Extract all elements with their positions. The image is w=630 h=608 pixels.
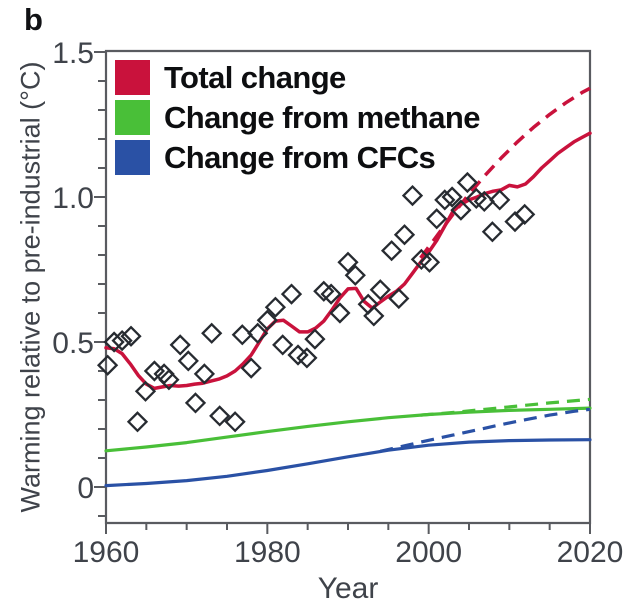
diamond-marker [434,189,456,211]
diamond-marker [426,208,448,230]
y-axis-title: Warming relative to pre-industrial (°C) [15,61,46,513]
diamond-marker [134,380,157,402]
methane-swatch-icon [115,99,150,135]
diamond-marker [256,309,278,331]
diamond-marker [272,334,294,356]
diamond-marker [514,203,536,226]
diamond-marker [418,251,441,273]
diamond-marker [193,363,216,385]
x-axis-ticks [105,523,591,534]
y-tick-labels: 0 0.5 1.0 1.5 [52,37,94,505]
diamond-marker [380,240,403,262]
diamond-marker [201,322,223,344]
legend-label-cfcs: Change from CFCs [164,139,436,175]
diamond-marker [304,328,326,350]
y-tick-label: 0.5 [52,327,94,360]
diamond-marker [103,331,125,353]
diamond-marker [126,411,149,433]
diamond-marker [313,280,335,302]
diamond-marker [329,302,351,324]
legend: Total change Change from methane Change … [115,57,480,177]
cfcs-swatch-icon [115,139,150,175]
legend-row-total-change: Total change [115,57,480,97]
diamond-marker [231,324,253,346]
diamond-marker [344,264,366,286]
diamond-marker [456,171,479,194]
diamond-marker [296,347,318,369]
observation-diamonds [96,171,536,433]
legend-label-methane: Change from methane [164,99,480,135]
diamond-marker [177,350,199,372]
diamond-marker [369,279,391,301]
diamond-marker [441,186,463,208]
x-axis-title: Year [317,572,379,605]
series-line-cfc-solid [104,438,592,488]
series-line-total-solid [104,131,592,391]
x-tick-label: 1960 [73,536,140,569]
legend-label-total-change: Total change [164,59,346,95]
diamond-marker [158,369,180,391]
diamond-marker [247,322,269,344]
diamond-marker [363,305,385,327]
series-line-total-dashed [419,86,591,259]
x-tick-label: 1980 [234,536,301,569]
diamond-marker [401,184,424,207]
diamond-marker [393,224,416,246]
diamond-marker [96,354,119,376]
series-line-methane-dashed [420,397,591,417]
y-axis-ticks [94,51,106,517]
diamond-marker [320,283,342,305]
diamond-marker [280,283,303,305]
diamond-marker [489,189,511,211]
diamond-marker [224,411,246,433]
diamond-marker [184,392,207,414]
x-tick-label: 2020 [557,536,624,569]
legend-row-cfcs: Change from CFCs [115,137,480,177]
y-tick-label: 1.5 [52,37,94,70]
diamond-marker [240,357,262,379]
diamond-marker [473,190,495,213]
diamond-marker [481,221,504,243]
total-change-swatch-icon [115,59,150,95]
diamond-marker [169,334,191,356]
diamond-marker [264,296,287,318]
series-line-cfc-dashed [379,407,591,453]
diamond-marker [450,199,472,221]
y-tick-label: 0 [77,472,94,505]
series-line-methane-solid [104,406,592,453]
x-tick-label: 2000 [395,536,462,569]
diamond-marker [111,329,133,352]
diamond-marker [388,287,410,310]
legend-row-methane: Change from methane [115,97,480,137]
diamond-marker [209,405,231,427]
panel-label: b [24,2,43,37]
diamond-marker [120,325,142,347]
diamond-marker [337,251,359,273]
diamond-marker [287,344,309,366]
y-tick-label: 1.0 [52,182,94,215]
x-tick-labels: 1960 1980 2000 2020 [73,536,624,569]
